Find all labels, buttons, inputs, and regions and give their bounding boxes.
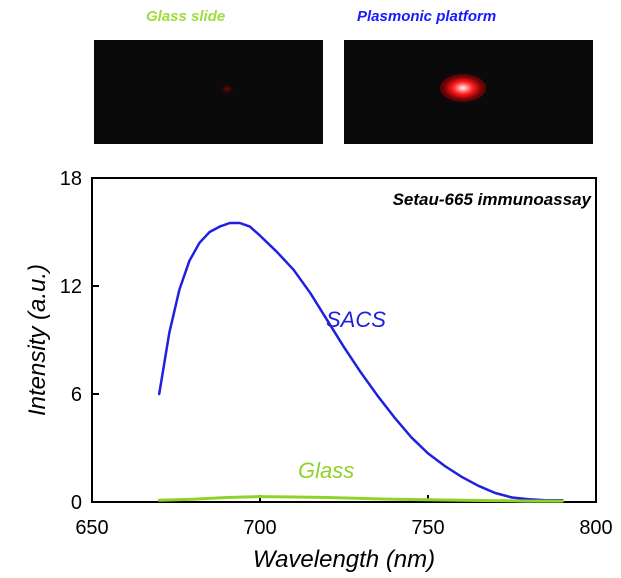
y-tick-label: 12: [60, 276, 82, 298]
plasmonic-platform-image: [344, 40, 593, 144]
glass-series-line: [157, 495, 564, 503]
plot-frame: [91, 177, 597, 503]
glass-slide-faint-spot: [220, 84, 234, 94]
y-tick-label: 6: [71, 384, 82, 406]
glass-slide-label: Glass slide: [146, 8, 226, 25]
x-tick-label: 650: [75, 517, 108, 539]
glass-slide-image: [94, 40, 323, 144]
glass-series-label: Glass: [298, 458, 354, 483]
y-tick-label: 18: [60, 168, 82, 190]
plasmonic-platform-label: Plasmonic platform: [357, 8, 497, 25]
sacs-series-line: [157, 221, 564, 502]
y-tick-label: 0: [71, 492, 82, 514]
x-axis-label: Wavelength (nm): [253, 546, 435, 573]
plasmonic-bright-spot: [440, 74, 486, 102]
y-axis-label: Intensity (a.u.): [24, 264, 51, 416]
chart-title: Setau-665 immunoassay: [393, 190, 593, 209]
sacs-series-label: SACS: [326, 307, 386, 332]
x-tick-label: 800: [579, 517, 612, 539]
x-tick-label: 700: [243, 517, 276, 539]
x-tick-label: 750: [411, 517, 444, 539]
